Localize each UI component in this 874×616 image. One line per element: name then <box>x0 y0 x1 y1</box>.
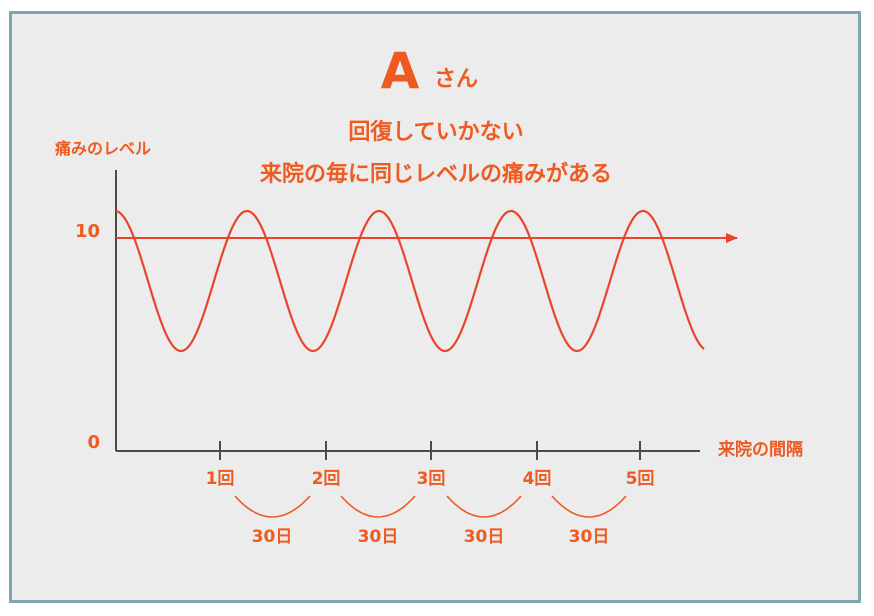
interval-arc-4 <box>551 495 627 518</box>
y-axis-label: 痛みのレベル <box>54 139 151 158</box>
interval-label-3: 30日 <box>464 527 505 547</box>
pain-level-curve <box>115 209 705 353</box>
subtitle-line1: 回復していかない <box>348 119 523 145</box>
title-suffix: さん <box>434 67 478 92</box>
x-axis-label: 来院の間隔 <box>717 439 803 460</box>
interval-arc-2 <box>340 495 416 518</box>
interval-arc-1 <box>234 495 311 518</box>
y-tick-0: 0 <box>87 432 100 453</box>
visit-label-4: 4回 <box>523 469 552 489</box>
subtitle-line2: 来院の毎に同じレベルの痛みがある <box>259 161 612 187</box>
visit-label-5: 5回 <box>626 469 655 489</box>
interval-label-1: 30日 <box>252 527 293 547</box>
interval-label-2: 30日 <box>358 527 399 547</box>
visit-label-2: 2回 <box>312 469 341 489</box>
visit-label-3: 3回 <box>417 469 446 489</box>
interval-label-4: 30日 <box>569 527 610 547</box>
interval-arc-3 <box>446 495 522 518</box>
y-tick-10: 10 <box>75 221 100 242</box>
visit-label-1: 1回 <box>206 469 235 489</box>
diagram-panel <box>9 11 861 603</box>
title-letter: A <box>381 42 420 100</box>
